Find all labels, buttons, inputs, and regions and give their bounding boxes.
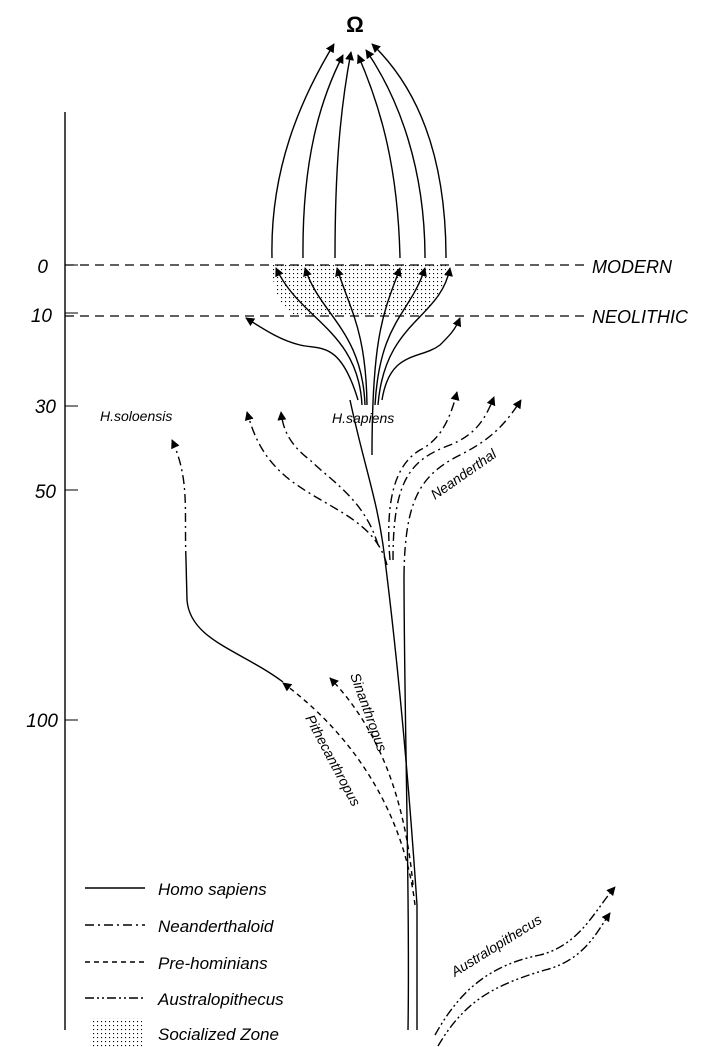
sinanthropus-label: Sinanthropus [347, 671, 390, 754]
convergence-lines [271, 43, 447, 259]
h-sapiens-label: H.sapiens [332, 410, 394, 426]
axis-ticks: 0 10 30 50 100 [26, 257, 78, 732]
pithecanthropus-label: Pithecanthropus [302, 712, 364, 809]
neanderthal-label: Neanderthal [428, 445, 500, 502]
legend-label-homo-sapiens: Homo sapiens [158, 880, 267, 899]
legend-label-socialized-zone: Socialized Zone [158, 1025, 279, 1044]
tick-label-30: 30 [35, 397, 57, 418]
tick-label-50: 50 [35, 482, 57, 503]
neolithic-label: NEOLITHIC [592, 307, 689, 327]
pre-hominian-branches [282, 677, 416, 906]
tick-label-100: 100 [26, 711, 58, 732]
legend-label-neanderthaloid: Neanderthaloid [158, 917, 274, 936]
tick-label-0: 0 [37, 257, 48, 278]
australopithecus-branches [434, 886, 616, 1047]
legend-label-pre-hominians: Pre-hominians [158, 954, 268, 973]
modern-label: MODERN [592, 257, 673, 277]
legend: Homo sapiens Neanderthaloid Pre-hominian… [85, 880, 284, 1047]
tick-label-10: 10 [31, 306, 53, 327]
socialized-zone [272, 265, 446, 316]
neanderthaloid-branches [244, 391, 522, 576]
h-soloensis-label: H.soloensis [100, 408, 172, 424]
legend-label-australopithecus: Australopithecus [157, 990, 284, 1009]
omega-point: Ω [346, 12, 364, 37]
homo-sapiens-branches [245, 267, 462, 1031]
legend-swatch-socialized-zone [90, 1018, 142, 1047]
h-soloensis-branch [171, 439, 284, 683]
